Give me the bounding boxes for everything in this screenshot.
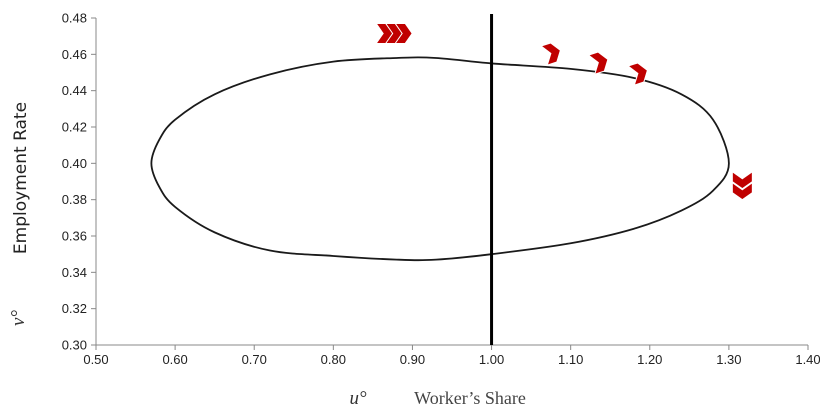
x-tick-label: 1.00 (479, 352, 504, 367)
y-tick-label: 0.44 (62, 83, 87, 98)
direction-markers (375, 22, 753, 201)
y-tick-label: 0.46 (62, 47, 87, 62)
x-axis-title: Worker’s Share (414, 388, 526, 408)
y-ticks: 0.48 0.46 0.44 0.42 0.40 0.38 0.36 0.34 0.32 0.30 (62, 11, 96, 353)
x-tick-label: 0.70 (242, 352, 267, 367)
x-tick-label: 1.10 (558, 352, 583, 367)
y-tick-label: 0.34 (62, 265, 87, 280)
orbit-line (150, 56, 730, 262)
x-ticks: 0.50 0.60 0.70 0.80 0.90 1.00 1.10 1.20 1.30 1.40 (83, 345, 820, 367)
y-tick-label: 0.30 (62, 338, 87, 353)
x-axis-variable-symbol: u° (349, 388, 367, 409)
direction-chevron-icon (731, 170, 753, 190)
y-axis-title: Employment Rate (11, 102, 31, 254)
y-tick-label: 0.42 (62, 120, 87, 135)
y-tick-label: 0.36 (62, 229, 87, 244)
series-layer (150, 56, 730, 262)
y-tick-label: 0.40 (62, 156, 87, 171)
x-tick-label: 0.80 (321, 352, 346, 367)
axes (95, 18, 808, 346)
x-tick-label: 1.20 (637, 352, 662, 367)
y-tick-label: 0.48 (62, 11, 87, 26)
direction-chevron-icon (731, 181, 753, 201)
direction-chevron-icon (587, 51, 609, 75)
x-tick-label: 1.30 (716, 352, 741, 367)
x-tick-label: 1.40 (795, 352, 820, 367)
direction-chevron-icon (394, 22, 413, 44)
x-tick-label: 0.60 (162, 352, 187, 367)
x-tick-label: 0.90 (400, 352, 425, 367)
x-tick-label: 0.50 (83, 352, 108, 367)
y-tick-label: 0.32 (62, 301, 87, 316)
y-tick-label: 0.38 (62, 192, 87, 207)
direction-chevron-icon (627, 62, 649, 86)
direction-chevron-icon (540, 42, 561, 66)
y-axis-variable-symbol: v° (8, 310, 29, 326)
